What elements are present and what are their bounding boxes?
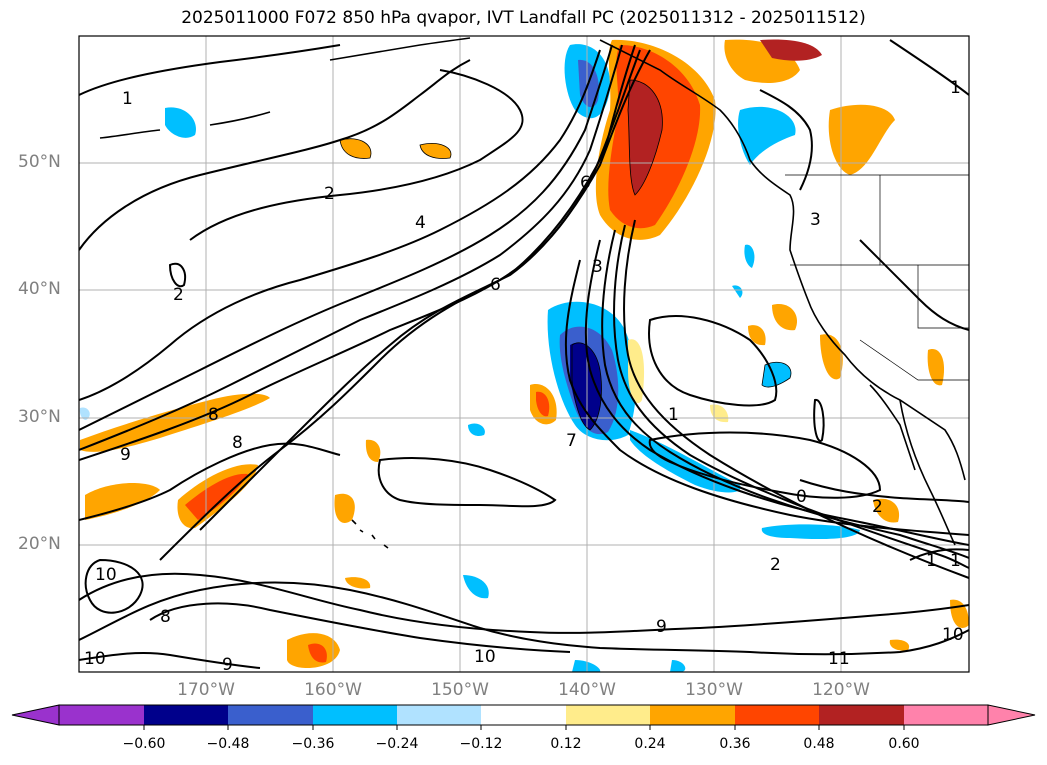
contour-label: 1 [950, 551, 961, 571]
colorbar-tick-label: 0.24 [634, 736, 666, 752]
contour-label: 10 [95, 565, 117, 585]
colorbar-tick-label: −0.48 [206, 736, 250, 752]
colorbar-tick-label: −0.36 [291, 736, 335, 752]
lon-label: 140°W [558, 680, 616, 700]
lat-label: 20°N [18, 534, 61, 554]
colorbar-segment [228, 705, 313, 725]
contour-label: 11 [828, 649, 850, 669]
map-frame [78, 35, 970, 673]
colorbar-tick-label: 0.36 [719, 736, 751, 752]
state-borders [785, 174, 969, 381]
colorbar-segment [650, 705, 735, 725]
contour-label: 9 [120, 445, 131, 465]
chart-title: 2025011000 F072 850 hPa qvapor, IVT Land… [181, 8, 866, 28]
colorbar-segment [566, 705, 650, 725]
coastlines [99, 37, 966, 549]
colorbar-tick-label: −0.24 [375, 736, 419, 752]
colorbar [11, 704, 1036, 730]
contour-label: 4 [415, 213, 426, 233]
lat-label: 40°N [18, 279, 61, 299]
lon-label: 170°W [177, 680, 235, 700]
contour-label: 8 [160, 607, 171, 627]
contour-label: 8 [232, 433, 243, 453]
lon-label: 150°W [431, 680, 489, 700]
lon-label: 120°W [812, 680, 870, 700]
contour-label: 3 [592, 257, 603, 277]
contour-label: 6 [580, 173, 591, 193]
contour-label: 2 [872, 497, 883, 517]
colorbar-tick-label: 0.48 [803, 736, 835, 752]
gridlines [79, 36, 969, 672]
contour-label: 7 [566, 431, 577, 451]
lon-label: 130°W [685, 680, 743, 700]
contour-label: 8 [208, 405, 219, 425]
contour-label: 0 [796, 487, 807, 507]
contour-label: 1 [950, 78, 961, 98]
contour-label: 9 [656, 617, 667, 637]
lat-label: 30°N [18, 407, 61, 427]
colorbar-segment [397, 705, 481, 725]
colorbar-tick-label: 0.12 [550, 736, 582, 752]
colorbar-segment [144, 705, 228, 725]
contour-label: 1 [122, 89, 133, 109]
colorbar-segment [313, 705, 397, 725]
colorbar-segment [904, 705, 988, 725]
lon-label: 160°W [304, 680, 362, 700]
colorbar-segment [59, 705, 144, 725]
contour-label: 10 [474, 647, 496, 667]
colorbar-segment [735, 705, 819, 725]
contour-label: 6 [490, 275, 501, 295]
contour-label: 10 [942, 625, 964, 645]
colorbar-min-extend [11, 704, 60, 726]
colorbar-tick-label: 0.60 [888, 736, 920, 752]
anomaly-contours [339, 79, 792, 431]
colorbar-segment [481, 705, 566, 725]
ivt-contours [79, 39, 969, 669]
contour-label: 2 [324, 184, 335, 204]
contour-label: 3 [810, 210, 821, 230]
lat-label: 50°N [18, 152, 61, 172]
colorbar-max-extend [987, 704, 1036, 726]
colorbar-outline [58, 704, 989, 726]
contour-label: 10 [84, 649, 106, 669]
colorbar-segment [819, 705, 904, 725]
colorbar-tick-label: −0.60 [122, 736, 166, 752]
map-background [79, 36, 969, 672]
contour-labels: 1 2 4 6 8 9 10 3 2 1 0 2 9 10 11 8 9 10 … [84, 78, 964, 675]
contour-label: 9 [222, 655, 233, 675]
contour-label: 1 [926, 551, 937, 571]
contour-label: 2 [173, 285, 184, 305]
colorbar-tick-label: −0.12 [459, 736, 503, 752]
contour-label: 1 [668, 405, 679, 425]
contour-label: 2 [770, 555, 781, 575]
